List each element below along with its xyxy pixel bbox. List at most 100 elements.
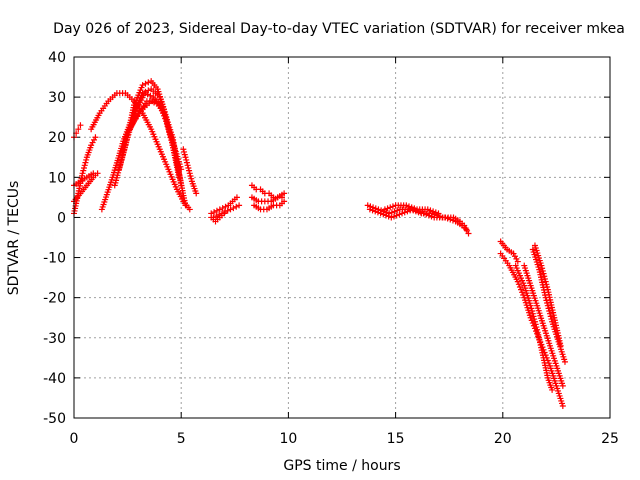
data-point-interp [449,217,456,224]
data-point [441,214,448,221]
data-point-interp [166,131,173,138]
data-point-interp [390,213,397,220]
data-point [92,134,99,141]
data-point [435,210,442,217]
data-point-interp [444,215,451,222]
data-point [527,314,534,321]
data-point-interp [544,283,551,290]
data-point-interp [188,175,195,182]
data-point-interp [407,207,414,214]
data-point-interp [213,213,220,220]
data-point-interp [447,216,454,223]
data-point-interp [394,207,401,214]
data-point [377,210,384,217]
data-point-interp [520,291,527,298]
data-point-interp [389,203,396,210]
data-point-interp [539,267,546,274]
data-point [161,110,168,117]
data-point-interp [541,275,548,282]
data-point-interp [187,172,194,179]
data-point-interp [432,209,439,216]
data-point-interp [401,209,408,216]
data-point-interp [224,207,231,214]
data-point-interp [533,324,540,331]
data-point [227,206,234,213]
data-point [463,226,470,233]
x-tick-label: 25 [601,431,619,447]
data-point-interp [164,123,171,130]
data-point [221,210,228,217]
data-point-interp [211,209,218,216]
data-point-interp [532,321,539,328]
y-axis-label: SDTVAR / TECUs [6,181,22,296]
data-point [561,358,568,365]
data-point-interp [528,305,535,312]
x-tick-label: 10 [279,431,297,447]
data-point-interp [411,205,418,212]
data-point-interp [387,204,394,211]
chart-title: Day 026 of 2023, Sidereal Day-to-day VTE… [53,21,625,37]
data-point-interp [166,128,173,135]
data-point [559,402,566,409]
data-point-interp [144,91,151,98]
data-point-interp [417,209,424,216]
data-point [281,198,288,205]
data-point-interp [185,164,192,171]
data-point [420,210,427,217]
data-point-interp [384,205,391,212]
data-point [79,170,86,177]
data-point-interp [408,204,415,211]
data-point [364,202,371,209]
data-point [557,342,564,349]
data-point-interp [529,310,536,317]
data-point-interp [515,281,522,288]
y-tick-label: -20 [43,291,66,307]
data-point-interp [82,159,89,166]
data-point-interp [183,159,190,166]
grid [74,57,610,418]
data-point [514,278,521,285]
data-point [527,302,534,309]
data-point [538,262,545,269]
data-point-interp [540,270,547,277]
data-point-interp [181,148,188,155]
data-point-interp [516,283,523,290]
data-point-interp [222,203,229,210]
data-point [75,126,82,133]
data-point-interp [539,265,546,272]
data-point-interp [385,213,392,220]
data-point-interp [147,92,154,99]
data-point-interp [393,212,400,219]
data-point [233,194,240,201]
data-point [381,206,388,213]
data-point-interp [427,207,434,214]
data-point-interp [162,115,169,122]
data-point-interp [230,205,237,212]
data-point-interp [161,112,168,119]
data-point-interp [546,310,553,317]
data-point-interp [518,286,525,293]
data-point-interp [374,209,381,216]
data-point-interp [545,305,552,312]
data-point [77,122,84,129]
data-point [182,202,189,209]
data-point [366,206,373,213]
x-tick-label: 15 [387,431,405,447]
data-point-interp [396,211,403,218]
data-point-interp [181,151,188,158]
data-point-interp [430,208,437,215]
data-point [549,386,556,393]
data-point-interp [530,313,537,320]
x-tick-label: 20 [494,431,512,447]
data-point [559,382,566,389]
data-point [403,202,410,209]
data-point-interp [548,316,555,323]
y-tick-label: 30 [48,90,66,106]
data-point-interp [546,308,553,315]
data-point-interp [83,156,90,163]
data-point-interp [81,162,88,169]
plot-frame [73,56,611,419]
data-point-interp [163,118,170,125]
data-point-interp [425,212,432,219]
